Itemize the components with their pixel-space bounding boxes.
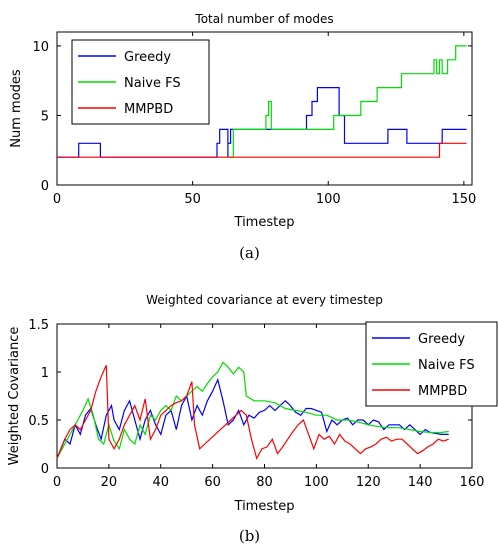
chart-a-series-naive-fs xyxy=(227,45,467,158)
chart-a-ylabel: Num modes xyxy=(9,69,24,148)
chart-a-series-mmpbd xyxy=(57,142,467,158)
chart-a-legend-label: Naive FS xyxy=(124,76,181,91)
chart-b-legend-label: MMPBD xyxy=(418,384,467,399)
chart-b-x-tick-label: 160 xyxy=(460,475,485,490)
chart-b-legend-label: Naive FS xyxy=(418,358,475,373)
chart-b-x-tick-label: 80 xyxy=(256,475,273,490)
chart-b-series-mmpbd xyxy=(56,365,449,461)
chart-b-y-tick-label: 1 xyxy=(41,366,49,381)
chart-b-x-tick-label: 20 xyxy=(101,475,118,490)
chart-b-xlabel: Timestep xyxy=(234,499,295,514)
chart-b-y-tick-label: 0.5 xyxy=(28,414,49,429)
chart-b-y-tick-label: 1.5 xyxy=(28,318,49,333)
chart-a-x-tick-label: 150 xyxy=(451,192,476,207)
chart-a-x-tick-label: 50 xyxy=(184,192,201,207)
chart-a-y-tick-label: 5 xyxy=(41,109,49,124)
chart-a-y-tick-label: 10 xyxy=(32,40,49,55)
chart-b: 0 20 40 60 80 100 120 140 160 0 0.5 1 1.5 Weighted co… xyxy=(7,293,498,514)
caption-a: (a) xyxy=(239,244,260,262)
chart-a-legend-label: Greedy xyxy=(124,50,171,65)
chart-b-title: Weighted covariance at every timestep xyxy=(146,293,383,307)
chart-a: 0 50 100 150 0 5 10 Total number of modes Timest… xyxy=(9,12,476,230)
chart-b-x-tick-label: 120 xyxy=(356,475,381,490)
chart-a-legend-label: MMPBD xyxy=(124,102,173,117)
chart-b-x-tick-label: 140 xyxy=(408,475,433,490)
chart-a-title: Total number of modes xyxy=(194,12,333,26)
chart-b-x-tick-label: 0 xyxy=(53,475,61,490)
chart-b-x-tick-label: 60 xyxy=(204,475,221,490)
chart-a-x-tick-label: 100 xyxy=(316,192,341,207)
chart-b-y-tick-label: 0 xyxy=(41,462,49,477)
chart-a-x-tick-label: 0 xyxy=(53,192,61,207)
chart-b-x-tick-label: 40 xyxy=(152,475,169,490)
chart-a-xlabel: Timestep xyxy=(234,215,295,230)
chart-b-series-greedy xyxy=(56,377,449,459)
caption-b: (b) xyxy=(238,527,261,545)
chart-b-ylabel: Weighted Covariance xyxy=(7,327,22,466)
chart-b-series-naive-fs xyxy=(56,361,449,459)
chart-b-legend-label: Greedy xyxy=(418,332,465,347)
chart-a-y-tick-label: 0 xyxy=(41,179,49,194)
chart-b-x-tick-label: 100 xyxy=(304,475,329,490)
